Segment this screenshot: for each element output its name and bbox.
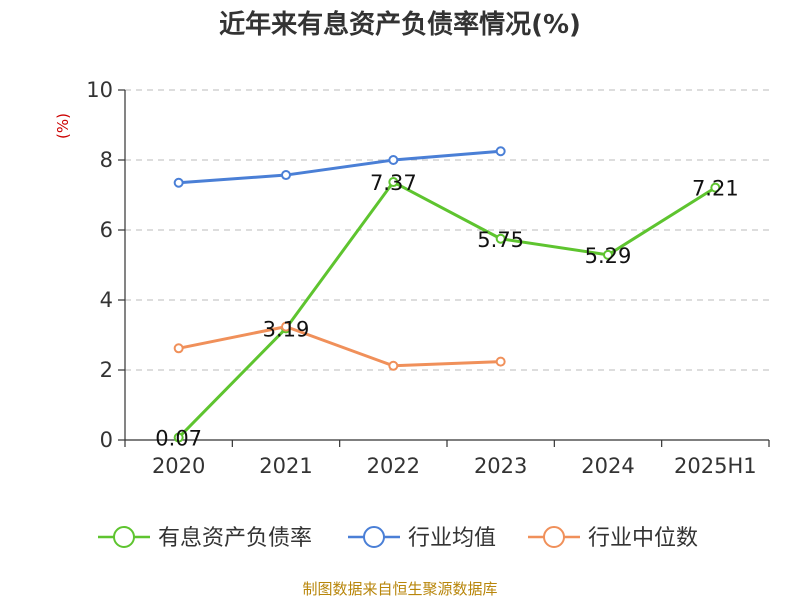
data-point — [495, 233, 506, 244]
x-tick-label: 2021 — [259, 454, 312, 478]
data-point — [173, 177, 184, 188]
legend-swatch-marker — [113, 526, 135, 548]
y-tick-label: 10 — [86, 78, 113, 102]
source-note: 制图数据来自恒生聚源数据库 — [302, 580, 497, 598]
legend-swatch-marker — [363, 526, 385, 548]
x-tick-label: 2022 — [367, 454, 420, 478]
chart-title: 近年来有息资产负债率情况(%) — [219, 9, 581, 40]
y-tick-label: 2 — [100, 358, 113, 382]
data-point — [710, 182, 721, 193]
grid-lines — [125, 89, 769, 371]
legend-label: 行业均值 — [408, 526, 496, 551]
data-point — [603, 249, 613, 260]
data-point — [495, 356, 506, 367]
x-tick-label: 2023 — [474, 454, 527, 478]
data-point — [281, 321, 291, 332]
series-line — [177, 180, 717, 439]
data-label: 7.37 — [370, 171, 417, 195]
y-tick-label: 6 — [100, 218, 113, 242]
data-point — [173, 432, 184, 443]
legend: 有息资产负债率 行业均值 行业中位数 — [98, 526, 698, 551]
data-labels: 0.07 3.19 7.37 5.75 5.29 7.21 — [155, 171, 739, 451]
data-point — [388, 177, 399, 188]
x-tick-label: 2020 — [152, 454, 205, 478]
x-tick-label: 2025H1 — [674, 454, 757, 478]
series-line — [178, 149, 501, 185]
data-point — [388, 360, 399, 371]
data-label: 7.21 — [692, 177, 739, 201]
y-tick-label: 4 — [100, 288, 113, 312]
legend-label: 行业中位数 — [588, 526, 698, 551]
data-point — [173, 343, 184, 354]
legend-swatch-marker — [543, 526, 565, 548]
x-axis-ticks: 2020 2021 2022 2023 2024 2025H1 — [124, 440, 770, 478]
y-tick-label: 0 — [100, 428, 113, 452]
data-label: 3.19 — [263, 317, 310, 341]
data-point — [495, 146, 506, 157]
y-axis-unit: (%) — [54, 113, 72, 139]
data-label: 5.75 — [477, 228, 524, 252]
series-line — [178, 325, 501, 368]
data-point — [388, 155, 399, 165]
y-tick-label: 8 — [100, 148, 113, 172]
data-point — [281, 170, 291, 181]
axes — [124, 90, 769, 441]
data-label: 5.29 — [585, 244, 632, 268]
y-axis-ticks: 0 2 4 6 8 10 — [86, 78, 125, 452]
data-label: 0.07 — [155, 427, 202, 451]
series-layer — [173, 146, 721, 443]
legend-label: 有息资产负债率 — [158, 526, 312, 551]
x-tick-label: 2024 — [581, 454, 634, 478]
